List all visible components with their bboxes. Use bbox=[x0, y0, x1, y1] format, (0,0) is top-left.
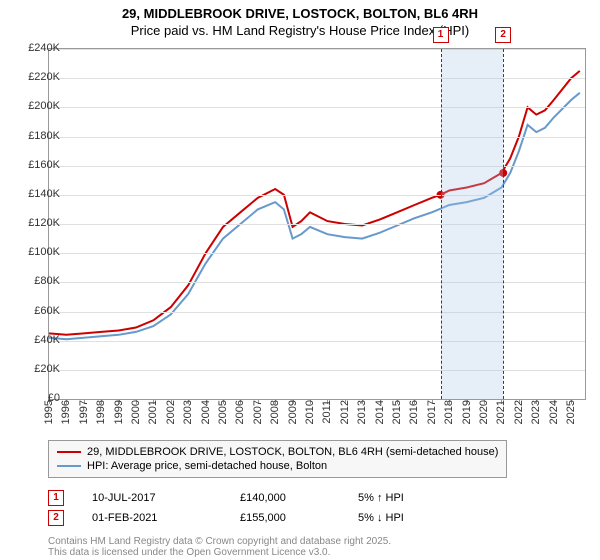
legend-label: HPI: Average price, semi-detached house,… bbox=[87, 460, 327, 472]
x-axis-label: 1999 bbox=[113, 400, 125, 424]
x-axis-label: 2017 bbox=[426, 400, 438, 424]
reference-line bbox=[441, 49, 442, 399]
legend-item: HPI: Average price, semi-detached house,… bbox=[57, 459, 498, 473]
highlight-band bbox=[441, 49, 504, 399]
gridline bbox=[49, 224, 585, 225]
y-axis-label: £240K bbox=[16, 42, 60, 54]
sales-delta: 5% ↓ HPI bbox=[358, 512, 404, 524]
x-axis-label: 2000 bbox=[130, 400, 142, 424]
reference-marker: 2 bbox=[495, 27, 511, 43]
x-axis-label: 2002 bbox=[165, 400, 177, 424]
x-axis-label: 2008 bbox=[269, 400, 281, 424]
gridline bbox=[49, 341, 585, 342]
x-axis-label: 2024 bbox=[548, 400, 560, 424]
gridline bbox=[49, 282, 585, 283]
reference-marker: 1 bbox=[433, 27, 449, 43]
x-axis-label: 2019 bbox=[461, 400, 473, 424]
x-axis-label: 2025 bbox=[565, 400, 577, 424]
sales-marker: 2 bbox=[48, 510, 64, 526]
sales-date: 01-FEB-2021 bbox=[92, 512, 212, 524]
chart-title: 29, MIDDLEBROOK DRIVE, LOSTOCK, BOLTON, … bbox=[0, 0, 600, 23]
gridline bbox=[49, 137, 585, 138]
x-axis-label: 2022 bbox=[513, 400, 525, 424]
y-axis-label: £180K bbox=[16, 130, 60, 142]
gridline bbox=[49, 195, 585, 196]
gridline bbox=[49, 253, 585, 254]
x-axis-label: 1998 bbox=[95, 400, 107, 424]
legend-swatch bbox=[57, 451, 81, 453]
legend-item: 29, MIDDLEBROOK DRIVE, LOSTOCK, BOLTON, … bbox=[57, 445, 498, 459]
x-axis-label: 2004 bbox=[200, 400, 212, 424]
y-axis-label: £160K bbox=[16, 159, 60, 171]
x-axis-label: 1995 bbox=[43, 400, 55, 424]
x-axis-label: 2013 bbox=[356, 400, 368, 424]
x-axis-label: 2012 bbox=[339, 400, 351, 424]
x-axis-label: 2010 bbox=[304, 400, 316, 424]
x-axis-label: 2005 bbox=[217, 400, 229, 424]
legend-swatch bbox=[57, 465, 81, 467]
y-axis-label: £140K bbox=[16, 188, 60, 200]
x-axis-label: 2018 bbox=[443, 400, 455, 424]
gridline bbox=[49, 107, 585, 108]
x-axis-label: 2023 bbox=[530, 400, 542, 424]
y-axis-label: £120K bbox=[16, 217, 60, 229]
y-axis-label: £200K bbox=[16, 100, 60, 112]
x-axis-label: 2020 bbox=[478, 400, 490, 424]
y-axis-label: £40K bbox=[16, 334, 60, 346]
sales-table: 1 10-JUL-2017 £140,000 5% ↑ HPI 2 01-FEB-2021… bbox=[48, 488, 404, 528]
x-axis-label: 1996 bbox=[60, 400, 72, 424]
x-axis-label: 2001 bbox=[147, 400, 159, 424]
x-axis-label: 2014 bbox=[374, 400, 386, 424]
sales-price: £140,000 bbox=[240, 492, 330, 504]
sales-delta: 5% ↑ HPI bbox=[358, 492, 404, 504]
reference-line bbox=[503, 49, 504, 399]
y-axis-label: £100K bbox=[16, 246, 60, 258]
y-axis-label: £20K bbox=[16, 363, 60, 375]
sales-marker: 1 bbox=[48, 490, 64, 506]
sales-date: 10-JUL-2017 bbox=[92, 492, 212, 504]
footer-attribution: Contains HM Land Registry data © Crown c… bbox=[48, 536, 391, 558]
x-axis-label: 2015 bbox=[391, 400, 403, 424]
y-axis-label: £220K bbox=[16, 71, 60, 83]
chart-plot-area: 12 bbox=[48, 48, 586, 400]
x-axis-label: 2016 bbox=[408, 400, 420, 424]
x-axis-label: 2006 bbox=[234, 400, 246, 424]
chart-container: 29, MIDDLEBROOK DRIVE, LOSTOCK, BOLTON, … bbox=[0, 0, 600, 560]
gridline bbox=[49, 370, 585, 371]
gridline bbox=[49, 78, 585, 79]
x-axis-label: 1997 bbox=[78, 400, 90, 424]
sales-row: 1 10-JUL-2017 £140,000 5% ↑ HPI bbox=[48, 488, 404, 508]
y-axis-label: £60K bbox=[16, 305, 60, 317]
x-axis-label: 2009 bbox=[287, 400, 299, 424]
legend: 29, MIDDLEBROOK DRIVE, LOSTOCK, BOLTON, … bbox=[48, 440, 507, 478]
legend-label: 29, MIDDLEBROOK DRIVE, LOSTOCK, BOLTON, … bbox=[87, 446, 498, 458]
x-axis-label: 2021 bbox=[495, 400, 507, 424]
x-axis-label: 2011 bbox=[321, 400, 333, 424]
gridline bbox=[49, 166, 585, 167]
x-axis-label: 2007 bbox=[252, 400, 264, 424]
y-axis-label: £80K bbox=[16, 275, 60, 287]
gridline bbox=[49, 49, 585, 50]
sales-row: 2 01-FEB-2021 £155,000 5% ↓ HPI bbox=[48, 508, 404, 528]
gridline bbox=[49, 312, 585, 313]
x-axis-label: 2003 bbox=[182, 400, 194, 424]
sales-price: £155,000 bbox=[240, 512, 330, 524]
